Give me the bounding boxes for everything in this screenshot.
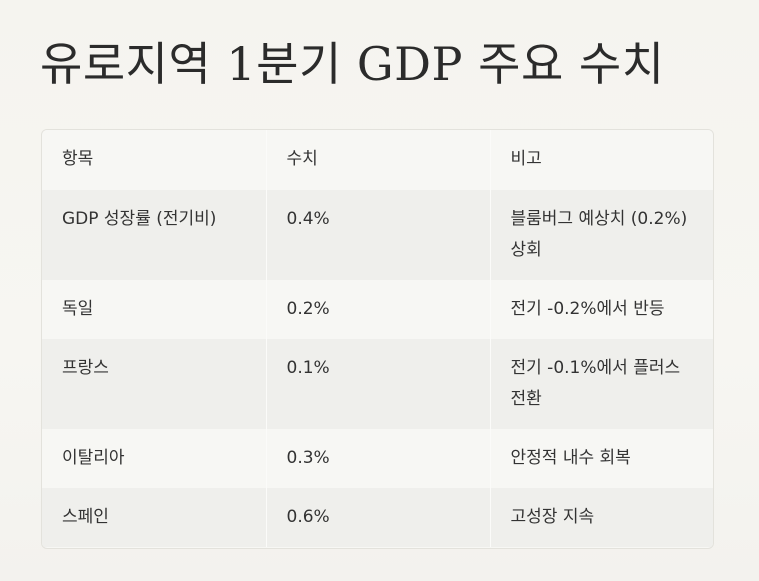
table-cell-note: 전기 -0.1%에서 플러스 전환 [489,339,713,429]
table-cell-value: 0.1% [265,339,490,429]
table-cell-value: 0.6% [265,488,490,547]
gdp-table: 항목 수치 비고 GDP 성장률 (전기비) 0.4% 블룸버그 예상치 (0.… [42,130,713,547]
table-row: 이탈리아 0.3% 안정적 내수 회복 [42,429,713,488]
column-header-value: 수치 [265,130,490,190]
table-cell-item: 프랑스 [42,339,266,429]
table-row: GDP 성장률 (전기비) 0.4% 블룸버그 예상치 (0.2%) 상회 [42,190,713,280]
table-cell-value: 0.3% [265,429,490,488]
table-cell-item: 이탈리아 [42,429,266,488]
page-title: 유로지역 1분기 GDP 주요 수치 [40,37,665,91]
table-cell-note: 전기 -0.2%에서 반등 [489,280,713,339]
table-cell-note: 고성장 지속 [489,488,713,547]
table-cell-note: 안정적 내수 회복 [489,429,713,488]
table-cell-value: 0.2% [265,280,490,339]
table-cell-item: 스페인 [42,488,266,547]
column-header-note: 비고 [489,130,713,190]
table-cell-item: GDP 성장률 (전기비) [42,190,266,280]
table-row: 독일 0.2% 전기 -0.2%에서 반등 [42,280,713,339]
table-cell-item: 독일 [42,280,266,339]
gdp-table-container: 항목 수치 비고 GDP 성장률 (전기비) 0.4% 블룸버그 예상치 (0.… [41,129,714,549]
column-header-item: 항목 [42,130,266,190]
table-cell-note: 블룸버그 예상치 (0.2%) 상회 [489,190,713,280]
table-cell-value: 0.4% [265,190,490,280]
table-row: 스페인 0.6% 고성장 지속 [42,488,713,547]
table-header-row: 항목 수치 비고 [42,130,713,190]
table-row: 프랑스 0.1% 전기 -0.1%에서 플러스 전환 [42,339,713,429]
